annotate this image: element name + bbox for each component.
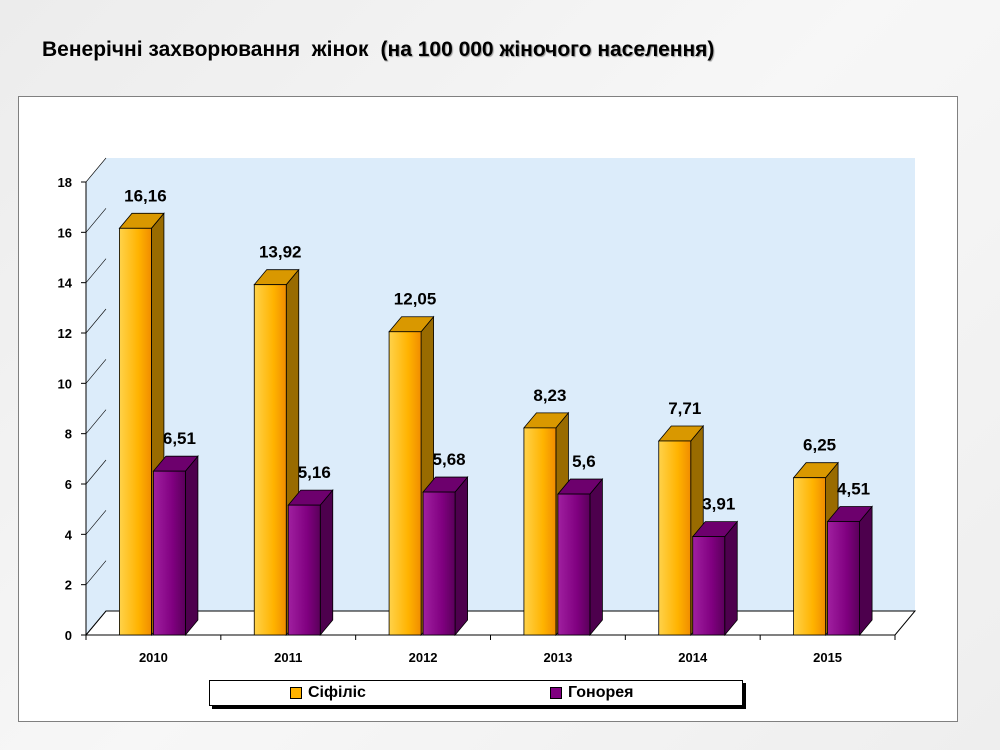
y-tick-depth [85, 409, 107, 434]
chart-side-wall [86, 158, 106, 635]
legend: Сіфіліс Гонорея [209, 680, 743, 706]
bar-gonorrhea [152, 455, 199, 637]
bar-syphilis [388, 315, 435, 637]
bar-gonorrhea [287, 489, 334, 637]
data-label: 4,51 [837, 479, 870, 498]
y-tick-depth [85, 359, 107, 384]
bar-front [388, 331, 422, 636]
chart-title-sub: (на 100 000 жіночого населення) [380, 38, 715, 61]
bar-front [523, 427, 557, 636]
legend-label-syphilis: Сіфіліс [308, 684, 366, 701]
data-label: 5,68 [433, 450, 466, 469]
chart-floor [84, 610, 917, 636]
y-tick-label: 10 [58, 376, 72, 391]
data-label: 16,16 [124, 186, 167, 205]
bar-side [454, 475, 468, 637]
y-tick-label: 12 [58, 326, 72, 341]
bar-front [287, 504, 321, 636]
legend-item-syphilis: Сіфіліс [290, 684, 366, 702]
bar-side [724, 520, 738, 637]
data-label: 12,05 [394, 290, 437, 309]
y-tick-label: 4 [65, 527, 73, 542]
y-tick-label: 8 [65, 427, 72, 442]
y-tick-depth [85, 308, 107, 334]
x-tick-label: 2012 [409, 650, 438, 665]
bar-gonorrhea [557, 477, 604, 637]
bar-side [859, 505, 873, 637]
data-label: 8,23 [533, 386, 566, 405]
x-tick-label: 2014 [678, 650, 708, 665]
y-tick-depth [85, 560, 107, 585]
data-label: 5,16 [298, 463, 331, 482]
y-tick-depth [85, 208, 107, 233]
x-tick-label: 2011 [274, 650, 302, 665]
y-tick-label: 18 [58, 175, 72, 190]
legend-label-gonorrhea: Гонорея [568, 684, 634, 701]
chart-title: Венерічні захворювання жінок (на 100 000 … [42, 38, 714, 62]
bar-front [422, 491, 456, 636]
bar-side [185, 455, 199, 637]
bar-front [692, 536, 726, 636]
y-tick-label: 14 [58, 276, 73, 291]
y-tick-depth [85, 157, 107, 183]
bar-gonorrhea [826, 505, 873, 637]
bar-front [253, 284, 287, 636]
bar-side [319, 489, 334, 637]
x-tick-label: 2010 [139, 650, 168, 665]
legend-item-gonorrhea: Гонорея [550, 684, 634, 702]
data-label: 3,91 [702, 495, 735, 514]
data-label: 7,71 [668, 399, 701, 418]
data-label: 6,25 [803, 436, 836, 455]
bar-front [793, 477, 826, 636]
y-tick-depth [85, 510, 107, 535]
bar-front [119, 227, 152, 636]
bar-front [658, 440, 692, 636]
bar-front [827, 521, 860, 636]
y-tick-label: 6 [65, 477, 72, 492]
legend-swatch-syphilis [290, 687, 302, 699]
chart-title-main: Венерічні захворювання жінок [42, 38, 369, 61]
bar-gonorrhea [422, 475, 469, 637]
y-tick-label: 16 [58, 225, 72, 240]
y-tick-label: 2 [65, 578, 72, 593]
data-label: 13,92 [259, 243, 302, 262]
data-label: 6,51 [163, 429, 196, 448]
y-tick-depth [85, 610, 107, 636]
chart-back-wall [106, 158, 915, 611]
data-label: 5,6 [572, 452, 596, 471]
x-tick-label: 2015 [813, 650, 842, 665]
y-tick-depth [85, 258, 107, 283]
bar-gonorrhea [691, 520, 739, 637]
legend-swatch-gonorrhea [550, 687, 562, 699]
bar-front [557, 493, 591, 636]
y-tick-label: 0 [65, 628, 72, 643]
y-tick-depth [85, 459, 107, 485]
x-tick-label: 2013 [543, 650, 572, 665]
bar-side [589, 477, 603, 637]
bar-front [153, 470, 186, 636]
